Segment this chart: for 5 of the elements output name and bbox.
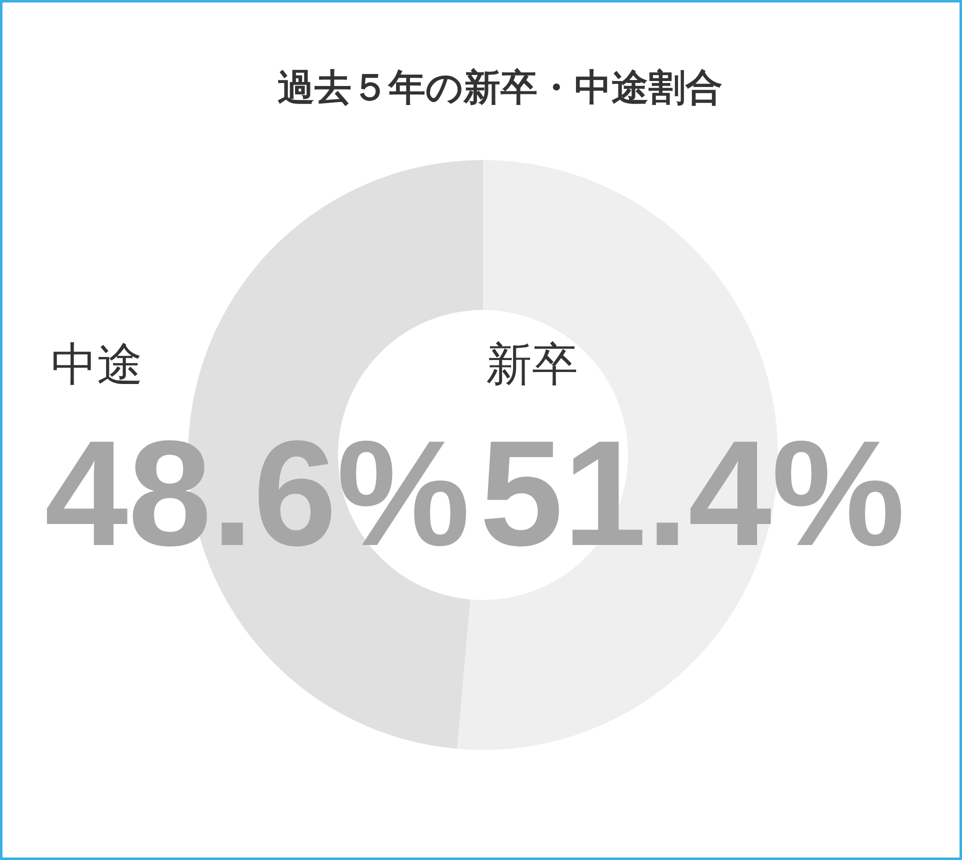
chart-title: 過去５年の新卒・中途割合 <box>278 65 722 109</box>
data-label: 51.4% <box>480 409 905 577</box>
slice-label: 中途 <box>50 338 143 390</box>
data-label: 48.6% <box>44 409 470 577</box>
slice-label: 新卒 <box>486 338 578 390</box>
